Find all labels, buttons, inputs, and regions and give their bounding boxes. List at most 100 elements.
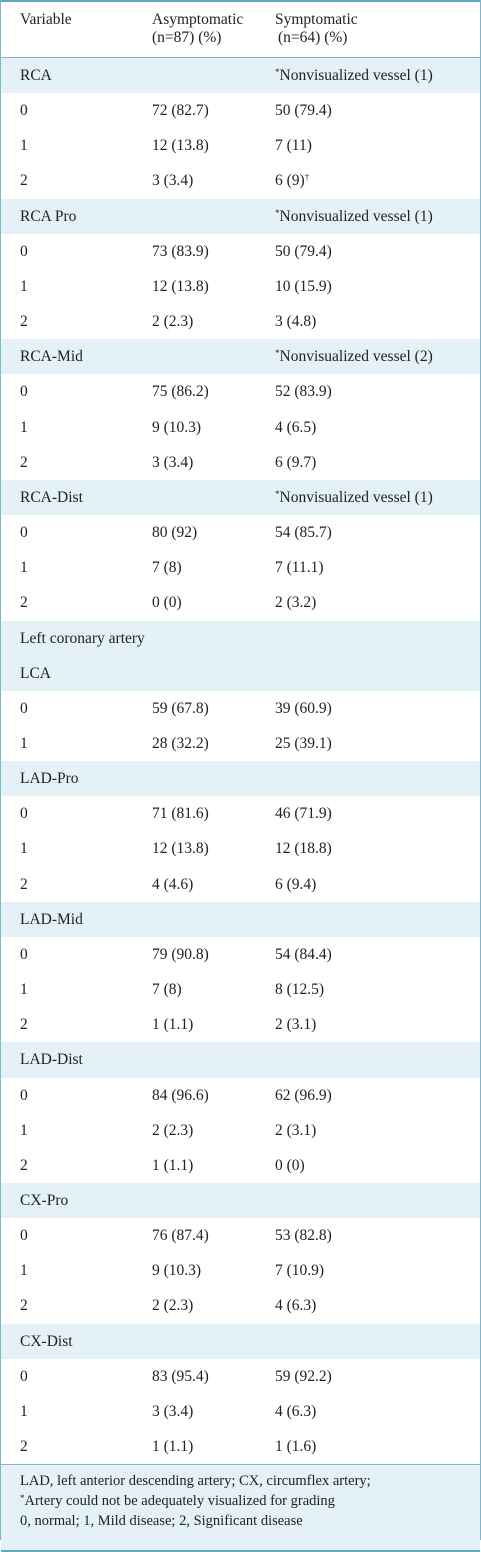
grade-cell: 1 (20, 734, 28, 752)
table-row: 2 4 (4.6) 6 (9.4) (1, 866, 480, 902)
grade-cell: 1 (20, 1121, 28, 1139)
symptomatic-value: 7 (10.9) (275, 1262, 325, 1280)
grade-cell: 1 (20, 1262, 28, 1280)
table-row: 2 3 (3.4) 6 (9.7) (1, 444, 480, 480)
asymptomatic-cell: 1 (1.1) (152, 1438, 194, 1456)
symptomatic-value: 53 (82.8) (275, 1227, 332, 1245)
table-row: 2 3 (3.4) 6 (9)† (1, 163, 480, 199)
symptomatic-cell: 6 (9)† (275, 163, 309, 198)
note-text: Nonvisualized vessel (1) (279, 488, 433, 506)
table-row: 1 9 (10.3) 7 (10.9) (1, 1253, 480, 1289)
grade-cell: 0 (20, 945, 28, 963)
table-row: 0 83 (95.4) 59 (92.2) (1, 1358, 480, 1394)
symptomatic-value: 39 (60.9) (275, 699, 332, 717)
table-footnote: LAD, left anterior descending artery; CX… (1, 1464, 480, 1552)
header-symptomatic: Symptomatic (n=64) (%) (275, 2, 358, 47)
symptomatic-value: 4 (6.3) (275, 1297, 317, 1315)
grade-cell: 0 (20, 699, 28, 717)
symptomatic-value: 46 (71.9) (275, 805, 332, 823)
asymptomatic-cell: 12 (13.8) (152, 137, 209, 155)
symptomatic-value: 59 (92.2) (275, 1367, 332, 1385)
symptomatic-cell: 2 (3.1) (275, 1007, 316, 1042)
note-text: Nonvisualized vessel (2) (279, 348, 433, 366)
asymptomatic-cell: 9 (10.3) (152, 1262, 202, 1280)
symptomatic-value: 54 (84.4) (275, 945, 332, 963)
table-row: 1 2 (2.3) 2 (3.1) (1, 1112, 480, 1148)
symptomatic-cell: 62 (96.9) (275, 1078, 332, 1113)
asymptomatic-cell: 59 (67.8) (152, 699, 209, 717)
table-header: Variable Asymptomatic (n=87) (%) Symptom… (1, 0, 480, 58)
symptomatic-cell: 50 (79.4) (275, 93, 332, 128)
symptomatic-cell: 39 (60.9) (275, 691, 332, 726)
symptomatic-cell: 52 (83.9) (275, 374, 332, 409)
dagger-mark: † (304, 172, 310, 183)
symptomatic-cell: 6 (9.7) (275, 445, 316, 480)
symptomatic-value: 2 (3.1) (275, 1016, 317, 1034)
table-row: 1 12 (13.8) 10 (15.9) (1, 268, 480, 305)
grade-cell: 0 (20, 524, 28, 542)
table-row: 2 1 (1.1) 1 (1.6) (1, 1429, 480, 1465)
symptomatic-cell: 12 (18.8) (275, 831, 332, 866)
symptomatic-cell: 7 (11.1) (275, 550, 324, 585)
grade-cell: 2 (20, 172, 28, 190)
asymptomatic-cell: 80 (92) (152, 524, 198, 542)
section-row: LAD-Pro (1, 761, 480, 797)
symptomatic-cell: 4 (6.5) (275, 410, 316, 445)
asymptomatic-cell: 83 (95.4) (152, 1367, 209, 1385)
section-note: *Nonvisualized vessel (1) (275, 199, 433, 234)
asymptomatic-cell: 9 (10.3) (152, 418, 202, 436)
table-row: 2 2 (2.3) 4 (6.3) (1, 1288, 480, 1324)
grade-cell: 1 (20, 981, 28, 999)
table-row: 1 7 (8) 8 (12.5) (1, 972, 480, 1008)
symptomatic-value: 25 (39.1) (275, 734, 332, 752)
grade-cell: 0 (20, 805, 28, 823)
note-text: Nonvisualized vessel (1) (279, 207, 433, 225)
section-row: RCA-Dist *Nonvisualized vessel (1) (1, 479, 480, 516)
section-label: RCA Pro (20, 207, 77, 225)
symptomatic-value: 6 (9) (275, 172, 305, 190)
grade-cell: 2 (20, 1156, 28, 1174)
section-label: RCA-Mid (20, 348, 83, 366)
asymptomatic-cell: 1 (1.1) (152, 1156, 194, 1174)
symptomatic-value: 50 (79.4) (275, 102, 332, 120)
section-row: RCA *Nonvisualized vessel (1) (1, 58, 480, 94)
grade-cell: 2 (20, 594, 28, 612)
asymptomatic-cell: 2 (2.3) (152, 1297, 194, 1315)
symptomatic-cell: 2 (3.1) (275, 1113, 316, 1148)
symptomatic-value: 54 (85.7) (275, 524, 332, 542)
table-row: 2 1 (1.1) 0 (0) (1, 1147, 480, 1183)
grade-cell: 2 (20, 453, 28, 471)
asymptomatic-cell: 4 (4.6) (152, 875, 194, 893)
grade-cell: 1 (20, 277, 28, 295)
symptomatic-cell: 54 (85.7) (275, 515, 332, 550)
asymptomatic-cell: 79 (90.8) (152, 945, 209, 963)
header-asymptomatic-line2: (n=87) (%) (152, 29, 222, 46)
grade-cell: 0 (20, 102, 28, 120)
asymptomatic-cell: 2 (2.3) (152, 1121, 194, 1139)
symptomatic-value: 1 (1.6) (275, 1438, 317, 1456)
symptomatic-cell: 59 (92.2) (275, 1359, 332, 1394)
table-row: 1 7 (8) 7 (11.1) (1, 550, 480, 586)
section-note: *Nonvisualized vessel (1) (275, 480, 433, 515)
grade-cell: 2 (20, 1016, 28, 1034)
asymptomatic-cell: 3 (3.4) (152, 1402, 194, 1420)
section-row: LAD-Mid (1, 901, 480, 937)
table-row: 0 80 (92) 54 (85.7) (1, 515, 480, 551)
symptomatic-cell: 4 (6.3) (275, 1288, 316, 1323)
footnote-mark: * (20, 1493, 25, 1504)
grade-cell: 1 (20, 137, 28, 155)
section-row: LAD-Dist (1, 1042, 480, 1078)
table-row: 2 2 (2.3) 3 (4.8) (1, 304, 480, 340)
header-symptomatic-line1: Symptomatic (275, 11, 358, 28)
section-label: LAD-Pro (20, 770, 79, 788)
grade-cell: 0 (20, 1367, 28, 1385)
symptomatic-cell: 54 (84.4) (275, 937, 332, 972)
asymptomatic-cell: 12 (13.8) (152, 277, 209, 295)
symptomatic-cell: 0 (0) (275, 1148, 305, 1183)
symptomatic-value: 4 (6.5) (275, 418, 317, 436)
table-row: 0 71 (81.6) 46 (71.9) (1, 796, 480, 832)
asymptomatic-cell: 75 (86.2) (152, 383, 209, 401)
note-mark: * (275, 488, 280, 499)
symptomatic-cell: 2 (3.2) (275, 585, 316, 620)
